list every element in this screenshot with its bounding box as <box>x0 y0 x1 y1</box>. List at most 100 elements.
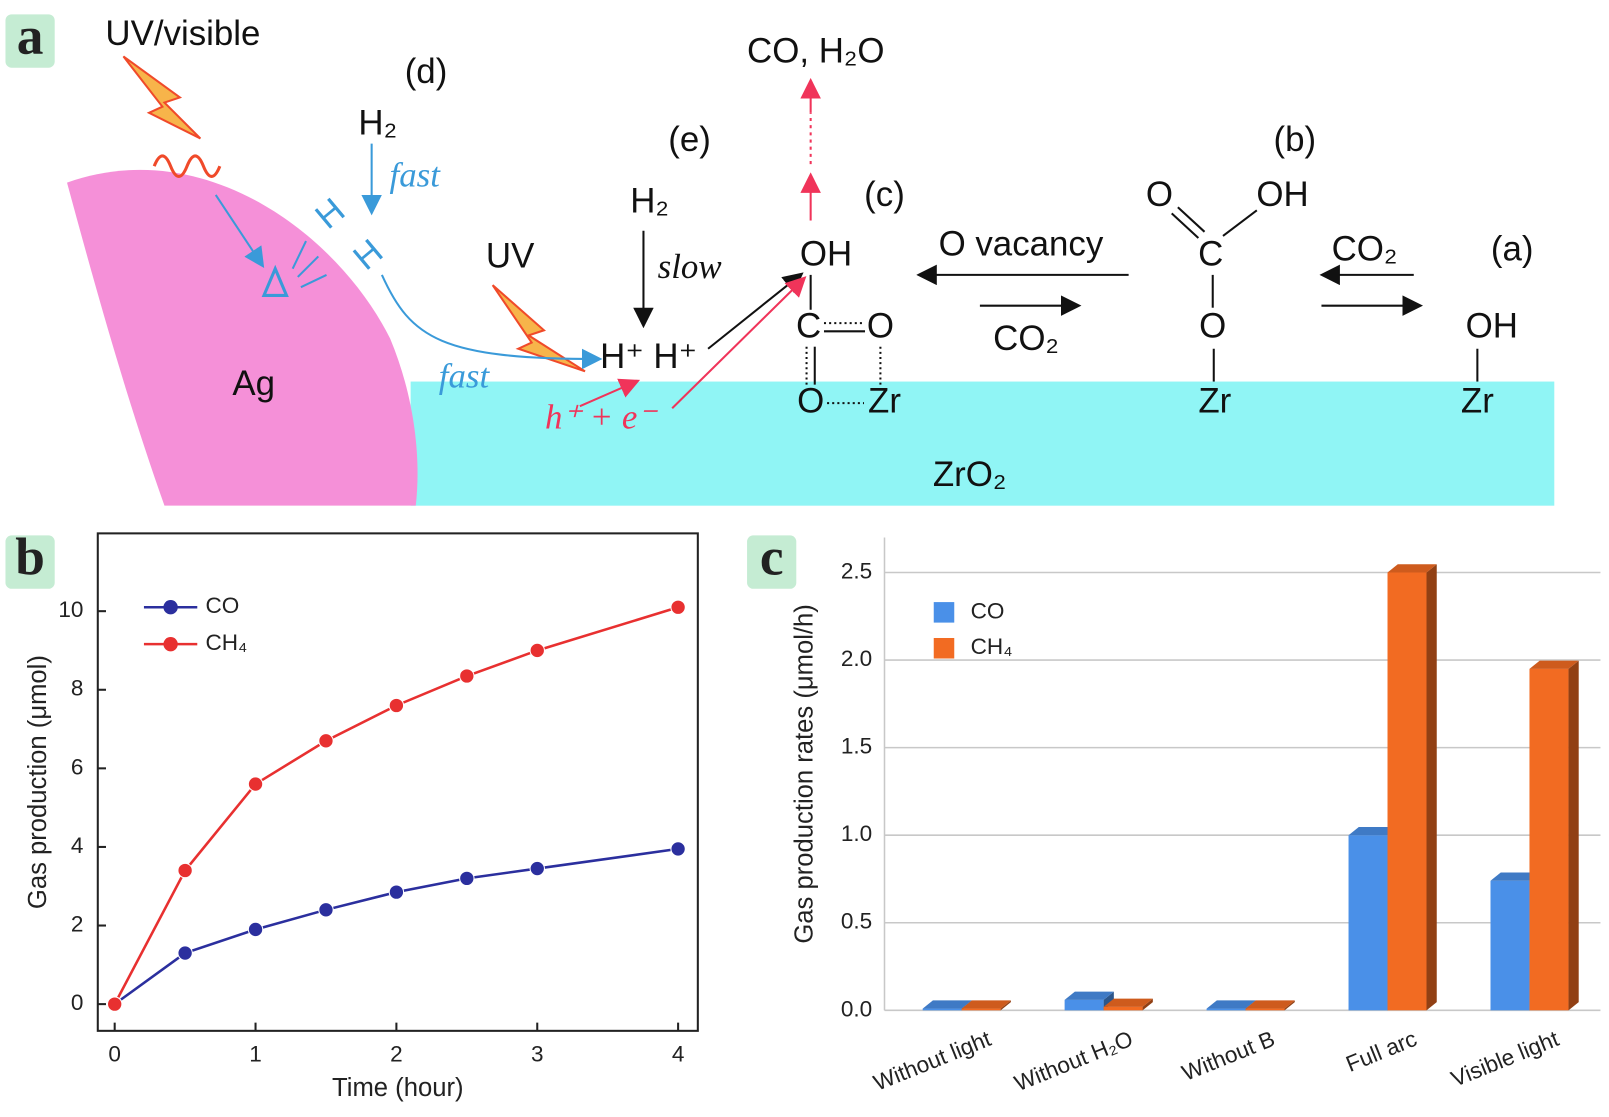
label: fast <box>439 357 491 396</box>
x-tick-label: 0 <box>108 1041 121 1066</box>
legend-marker <box>163 636 178 652</box>
bar-top <box>1387 564 1437 573</box>
atom: O <box>1199 306 1226 345</box>
data-point <box>106 996 123 1012</box>
data-point <box>459 870 475 887</box>
data-point <box>388 697 405 714</box>
light-wave <box>152 154 222 178</box>
y-tick-label: 0.0 <box>841 996 872 1021</box>
y-tick-label: 2 <box>71 911 84 936</box>
light-bolt <box>491 284 586 373</box>
atom: OH <box>800 235 852 274</box>
panel-label-bg <box>5 535 55 589</box>
series-line <box>113 606 679 1005</box>
bar <box>922 1008 962 1011</box>
ag-particle <box>67 169 418 506</box>
arrow <box>671 276 807 409</box>
data-point <box>247 776 264 792</box>
legend-label: CH₄ <box>205 630 247 655</box>
step-label: (e) <box>668 120 711 159</box>
legend-label: CO <box>205 593 239 618</box>
bonds <box>805 206 1479 405</box>
y-tick-label: 8 <box>71 676 84 701</box>
label: CO₂ <box>1332 230 1398 269</box>
x-tick-label: 2 <box>390 1041 403 1066</box>
legend-label: CO <box>971 598 1005 623</box>
bar <box>1529 668 1569 1011</box>
plot-frame <box>96 532 699 1032</box>
label: H⁺ H⁺ <box>600 337 697 376</box>
x-tick-label: Full arc <box>1342 1026 1420 1077</box>
x-tick-label: Without B <box>1178 1026 1278 1086</box>
bar-top <box>961 1000 1011 1009</box>
bar-side <box>1568 660 1579 1011</box>
y-axis-label: Gas production rates (μmol/h) <box>790 604 818 943</box>
legend-label: CH₄ <box>971 634 1013 659</box>
bar-top <box>1103 998 1153 1007</box>
label: UV <box>486 237 535 276</box>
bar-top <box>1529 660 1579 669</box>
x-tick-label: Without light <box>870 1026 995 1096</box>
panel-label-bg <box>747 535 797 589</box>
arrow <box>707 272 804 350</box>
label: H₂ <box>358 103 397 142</box>
atom: Zr <box>1198 381 1231 420</box>
panel-label: b <box>15 526 45 586</box>
data-point <box>529 642 545 659</box>
x-tick-label: 4 <box>672 1041 685 1066</box>
y-tick-label: 0 <box>71 990 84 1015</box>
legend-swatch <box>933 637 955 659</box>
bar <box>1490 880 1530 1011</box>
bar-top <box>1245 1000 1295 1009</box>
data-point <box>459 668 475 684</box>
y-tick-label: 6 <box>71 754 84 779</box>
atom: Zr <box>868 381 901 420</box>
bar-side <box>1142 998 1153 1011</box>
label: CO, H₂O <box>747 32 884 71</box>
x-tick-label: 3 <box>531 1041 544 1066</box>
legend-swatch <box>933 602 955 623</box>
label: Ag <box>232 364 275 403</box>
light-bolt <box>122 55 202 140</box>
data-point <box>670 841 686 857</box>
arrow <box>579 378 641 408</box>
label: H <box>346 232 390 278</box>
bar-top <box>1490 872 1540 881</box>
x-tick-label: Visible light <box>1448 1026 1563 1092</box>
zro2-support <box>410 381 1555 506</box>
y-tick-label: 2.5 <box>841 558 872 583</box>
label: slow <box>658 247 722 286</box>
atom: C <box>1198 235 1223 274</box>
heat-symbol <box>261 264 289 297</box>
label: O vacancy <box>939 224 1104 263</box>
legend-marker <box>163 600 178 615</box>
y-tick-label: 2.0 <box>841 646 872 671</box>
bar <box>1245 1008 1285 1011</box>
data-point <box>529 860 545 877</box>
y-tick-label: 0.5 <box>841 909 872 934</box>
panel-label: c <box>760 526 784 586</box>
label: UV/visible <box>105 14 260 53</box>
bar <box>1103 1006 1143 1011</box>
atom: O <box>797 381 824 420</box>
atom: OH <box>1256 175 1308 214</box>
panel-label-bg <box>5 14 55 68</box>
data-point <box>177 862 193 879</box>
step-label: (c) <box>864 175 905 214</box>
data-point <box>670 599 686 615</box>
bar <box>961 1008 1001 1011</box>
y-tick-label: 1.0 <box>841 821 872 846</box>
bar-side <box>1284 1000 1295 1011</box>
x-tick-label: Without H₂O <box>1011 1026 1137 1096</box>
x-axis-label: Time (hour) <box>332 1074 463 1102</box>
bar <box>1387 572 1427 1011</box>
y-tick-label: 4 <box>71 833 84 858</box>
y-tick-label: 1.5 <box>841 734 872 759</box>
data-point <box>318 733 334 749</box>
bar-top <box>922 1000 972 1009</box>
arrow <box>380 274 603 370</box>
panel-label: a <box>17 5 44 65</box>
atom: C <box>796 306 821 345</box>
bar-top <box>1064 991 1114 1000</box>
